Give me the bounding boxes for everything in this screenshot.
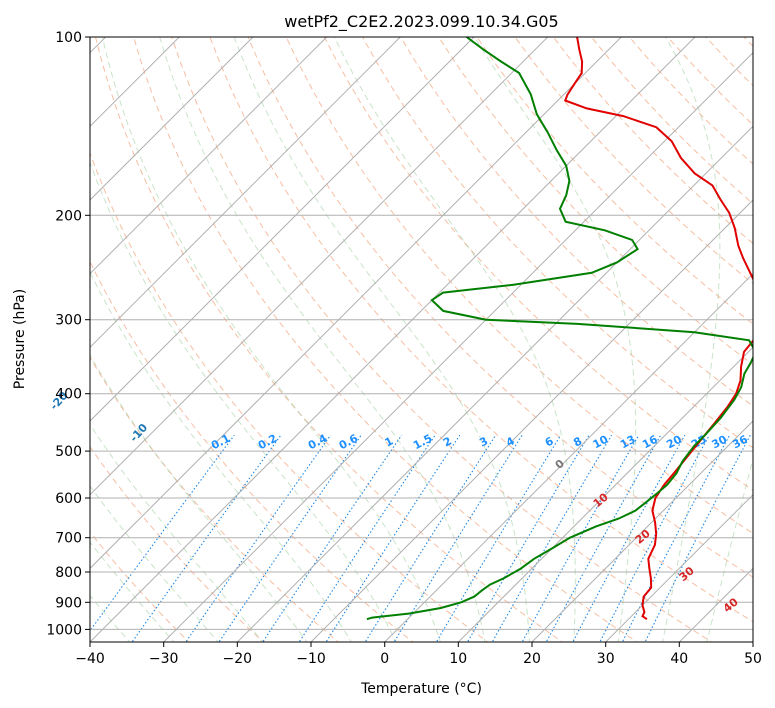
mixing-ratio-line xyxy=(262,434,403,642)
mixing-ratio-label: 13 xyxy=(618,433,638,452)
isotherm-line xyxy=(90,37,623,570)
dry-adiabat-line xyxy=(438,37,753,366)
dry-adiabat-line xyxy=(476,37,753,325)
temperature-profile-line xyxy=(563,37,753,621)
dry-adiabat-line xyxy=(323,37,753,491)
isotherm-line xyxy=(236,125,753,642)
x-tick-label: 0 xyxy=(380,651,389,667)
isotherm-line xyxy=(531,420,753,642)
dewpoint-profile-line xyxy=(366,37,753,621)
data-series xyxy=(366,37,753,621)
mixing-ratio-line xyxy=(466,434,590,642)
mixing-ratio-line xyxy=(90,434,235,632)
dry-adiabat-line xyxy=(90,260,414,642)
y-tick-label: 400 xyxy=(55,387,82,403)
mixing-ratio-label: 10 xyxy=(591,433,611,452)
mixing-ratio-line xyxy=(131,434,282,642)
y-tick-label: 500 xyxy=(55,444,82,460)
isotherm-line xyxy=(90,37,696,642)
mixing-ratio-line xyxy=(435,434,562,642)
dry-adiabat-line xyxy=(400,37,753,407)
isotherm-line xyxy=(90,37,181,128)
y-tick-label: 200 xyxy=(55,208,82,224)
x-tick-label: 30 xyxy=(597,651,615,667)
mixing-ratio-line xyxy=(644,434,751,642)
mixing-ratio-line xyxy=(185,434,332,642)
chart-title: wetPf2_C2E2.2023.099.10.34.G05 xyxy=(284,12,558,32)
x-axis-label: Temperature (°C) xyxy=(360,681,482,697)
y-tick-label: 600 xyxy=(55,491,82,507)
isotherm-line xyxy=(604,493,753,642)
isotherm-line xyxy=(90,37,254,201)
y-tick-label: 300 xyxy=(55,313,82,329)
dry-adiabat-line xyxy=(171,37,713,642)
isotherm-line xyxy=(90,37,475,422)
mixing-ratio-line xyxy=(298,434,436,642)
isotherm-line xyxy=(310,199,753,642)
mixing-ratio-label: 30 xyxy=(710,433,730,452)
x-tick-label: 50 xyxy=(744,651,762,667)
isotherm-line xyxy=(162,51,753,642)
dry-adiabat-line xyxy=(285,37,753,535)
mixing-ratio-label: 36 xyxy=(730,433,750,452)
isotherm-line xyxy=(90,37,328,275)
mixing-ratio-line xyxy=(218,434,362,642)
mixing-ratio-line xyxy=(572,434,686,642)
y-tick-label: 800 xyxy=(55,565,82,581)
x-tick-label: −40 xyxy=(75,651,105,667)
x-tick-label: 20 xyxy=(523,651,541,667)
y-tick-label: 700 xyxy=(55,531,82,547)
y-tick-label: 1000 xyxy=(46,622,82,638)
isotherm-line xyxy=(90,37,402,349)
mixing-ratio-line xyxy=(621,434,731,642)
axis-ticks: −40 −30 −20 −10 0 10 20 30 40 50 100 200 300 400 500 60… xyxy=(46,30,762,667)
y-tick-label: 100 xyxy=(55,30,82,46)
plot-frame xyxy=(89,36,754,643)
x-tick-label: 10 xyxy=(449,651,467,667)
dry-adiabat-line xyxy=(514,37,753,285)
dry-adiabat-line xyxy=(362,37,753,449)
mixing-ratio-line xyxy=(364,434,497,642)
mixing-ratio-line xyxy=(325,434,461,642)
isotherm-line xyxy=(90,37,549,496)
moist-adiabat-line xyxy=(90,160,397,642)
mixing-ratio-label: 16 xyxy=(640,433,660,452)
y-tick-label: 900 xyxy=(55,595,82,611)
x-tick-label: 40 xyxy=(670,651,688,667)
x-tick-label: −20 xyxy=(223,651,253,667)
x-tick-label: −30 xyxy=(149,651,179,667)
mixing-ratio-label: 20 xyxy=(664,433,684,452)
x-tick-label: −10 xyxy=(296,651,326,667)
y-axis-label: Pressure (hPa) xyxy=(12,289,28,389)
mixing-ratio-line xyxy=(491,434,613,642)
dry-adiabat-line xyxy=(247,37,753,578)
